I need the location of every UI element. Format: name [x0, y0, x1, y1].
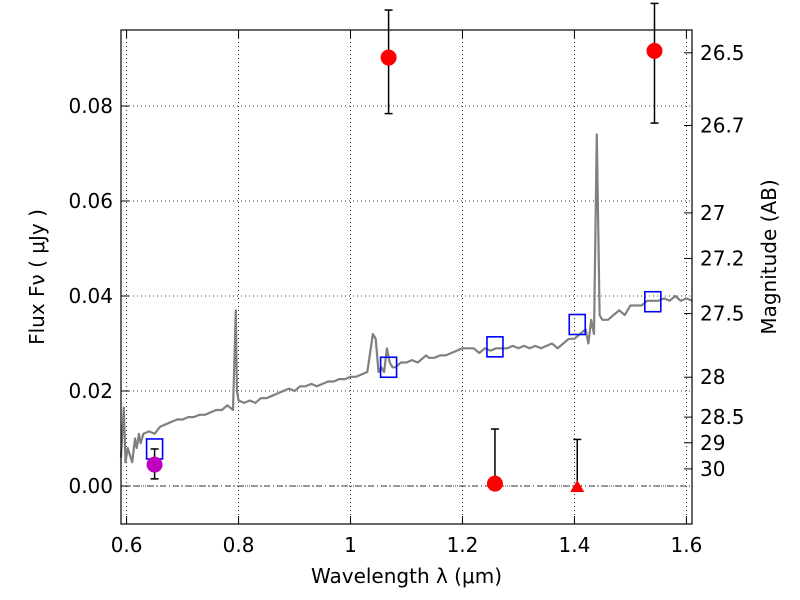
- x-tick-label: 1.2: [447, 533, 479, 557]
- x-tick-label: 1.6: [670, 533, 702, 557]
- y2-tick-label: 27.2: [700, 246, 745, 270]
- x-axis-label: Wavelength λ (μm): [311, 564, 502, 588]
- photometry-circle: [646, 42, 663, 59]
- x-tick-label: 0.6: [111, 533, 143, 557]
- y-tick-label: 0.00: [68, 474, 113, 498]
- y2-tick-label: 30: [700, 457, 725, 481]
- y2-axis-label: Magnitude (AB): [757, 179, 781, 334]
- plot-frame: [120, 29, 693, 525]
- photometry-circle: [380, 49, 397, 66]
- y-axis-label: Flux Fν ( μJy ): [25, 209, 49, 345]
- y2-tick-label: 26.7: [700, 113, 745, 137]
- y2-tick-label: 26.5: [700, 41, 745, 65]
- y-tick-label: 0.08: [68, 94, 113, 118]
- photometry-circle: [146, 456, 163, 473]
- photometry-circle: [486, 475, 503, 492]
- x-tick-label: 1.4: [559, 533, 591, 557]
- y-tick-label: 0.02: [68, 379, 113, 403]
- gridlines: [121, 30, 692, 524]
- x-ticks: 0.6 0.8 1 1.2 1.4 1.6: [111, 30, 702, 557]
- y2-tick-label: 27.5: [700, 302, 745, 326]
- photometry-triangle: [570, 479, 585, 492]
- y2-tick-label: 27: [700, 201, 725, 225]
- spectrum-line: [119, 133, 693, 464]
- spectrum: [119, 133, 693, 464]
- photometry-square: [486, 336, 504, 358]
- y-ticks: 0.00 0.02 0.04 0.06 0.08: [68, 94, 129, 498]
- x-tick-label: 0.8: [223, 533, 255, 557]
- photometry-square: [568, 313, 587, 336]
- y2-tick-label: 29: [700, 431, 725, 455]
- x-tick-label: 1: [344, 533, 357, 557]
- y2-tick-label: 28: [700, 365, 725, 389]
- photometry-square: [379, 356, 398, 379]
- y-tick-label: 0.04: [68, 284, 113, 308]
- photometry-square: [644, 290, 662, 313]
- y2-tick-label: 28.5: [700, 405, 745, 429]
- data-points: [145, 2, 663, 492]
- y-tick-label: 0.06: [68, 189, 113, 213]
